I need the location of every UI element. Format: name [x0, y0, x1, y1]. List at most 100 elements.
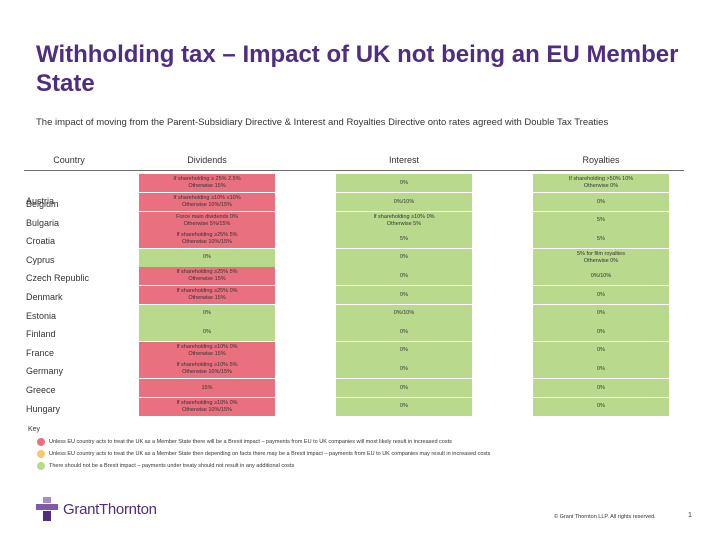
dividends-rate-line: If shareholding ≥25% 5%	[176, 269, 238, 275]
royalties-rate-line: 0%	[597, 365, 605, 372]
interest-cell: 0%	[336, 248, 472, 267]
key-legend: Key Unless EU country acts to treat the …	[28, 426, 688, 472]
royalties-rate-line: 0%	[597, 328, 605, 335]
dividends-rate-line: Otherwise 10%/15%	[182, 239, 232, 245]
dividends-rate-line: Otherwise 15%	[188, 276, 226, 282]
table-row: Croatia If shareholding ≥25% 5% Otherwise …	[24, 230, 684, 249]
dividends-rate-line: If shareholding ≥10% 0%	[176, 399, 238, 406]
dividends-rate-line: 15%	[201, 384, 213, 391]
interest-rate-line: 5%	[400, 235, 408, 242]
country-name: Denmark	[26, 292, 63, 302]
dividends-rate-line: Otherwise 15%	[188, 295, 226, 301]
royalties-cell: 0%	[533, 304, 669, 323]
royalties-rate-line: 5%	[597, 217, 605, 223]
dividends-cell: 0%	[139, 248, 275, 267]
interest-cell: 0%/10%	[336, 193, 472, 211]
interest-rate-line: 0%	[400, 254, 408, 260]
dividends-rate-line: Otherwise 10%/15%	[182, 202, 232, 208]
dividends-cell: If shareholding ≥10% ≥10% Otherwise 10%/1…	[139, 193, 275, 211]
interest-rate-line: 0%/10%	[393, 310, 415, 316]
dividends-cell: If shareholding ≥25% 5% Otherwise 15%	[139, 267, 275, 285]
page-title: Withholding tax – Impact of UK not being…	[36, 41, 679, 97]
table-row: Finland 0% 0% 0%	[24, 323, 684, 342]
dividends-cell: 0%	[139, 304, 275, 323]
royalties-rate-line: 5% for film royalties	[577, 250, 625, 257]
dividends-rate-line: Force main dividends 0%	[176, 213, 238, 220]
table-header: Country Dividends Interest Royalties	[24, 152, 684, 171]
interest-rate-line: 0%	[400, 365, 408, 372]
key-color-dot	[37, 462, 45, 470]
royalties-cell: If shareholding >50% 10% Otherwise 0%	[533, 174, 669, 192]
dividends-rate-line: Otherwise 15%	[188, 350, 226, 357]
royalties-cell: 0%	[533, 379, 669, 397]
country-name: Czech Republic	[26, 273, 90, 283]
dividends-cell: 0%	[139, 323, 275, 341]
interest-cell: 0%	[336, 360, 472, 378]
dividends-rate-line: If shareholding ≥ 25% 2.5%	[173, 176, 241, 182]
key-color-dot	[37, 450, 45, 458]
country-name: Belgium	[26, 199, 59, 209]
royalties-cell: 0%	[533, 193, 669, 211]
key-item: Unless EU country acts to treat the UK a…	[28, 448, 688, 460]
table-row: Germany If shareholding ≥10% 5% Otherwise …	[24, 360, 684, 379]
royalties-rate-line: 0%	[597, 403, 605, 409]
royalties-rate-line: 0%	[597, 310, 605, 316]
table-row: Estonia 0% 0%/10% 0%	[24, 304, 684, 324]
interest-cell: 0%	[336, 341, 472, 360]
page-subtitle: The impact of moving from the Parent-Sub…	[36, 117, 609, 128]
interest-rate-line: 0%	[400, 403, 408, 409]
table-body: Austria If shareholding ≥ 25% 2.5% Otherwi…	[24, 174, 684, 419]
grant-thornton-logo-icon	[36, 497, 58, 521]
interest-rate-line: 0%	[400, 272, 408, 279]
country-name: Finland	[26, 329, 56, 339]
dividends-rate-line: If shareholding ≥25% 5%	[176, 232, 238, 238]
country-name: Greece	[26, 385, 56, 395]
royalties-rate-line: Otherwise 0%	[583, 257, 619, 264]
interest-rate-line: 0%	[400, 384, 408, 391]
interest-cell: If shareholding ≥10% 0% Otherwise 5%	[336, 211, 472, 230]
royalties-cell: 0%	[533, 360, 669, 378]
grant-thornton-logo: GrantThornton	[36, 497, 157, 521]
dividends-cell: If shareholding ≥25% 0% Otherwise 15%	[139, 286, 275, 304]
column-header-country: Country	[53, 155, 85, 165]
royalties-rate-line: Otherwise 0%	[583, 183, 619, 189]
dividends-rate-line: Otherwise 5%/15%	[183, 220, 231, 227]
column-header-dividends: Dividends	[187, 155, 227, 165]
dividends-rate-line: If shareholding ≥25% 0%	[176, 288, 238, 294]
dividends-rate-line: If shareholding ≥10% 5%	[176, 362, 238, 368]
key-item: Unless EU country acts to treat the UK a…	[28, 436, 688, 448]
royalties-rate-line: 0%	[597, 291, 605, 298]
country-name: Germany	[26, 366, 64, 376]
country-name: Estonia	[26, 310, 57, 321]
interest-cell: 0%	[336, 267, 472, 285]
column-header-royalties: Royalties	[582, 155, 620, 165]
interest-rate-line: 0%	[400, 328, 408, 335]
interest-cell: 5%	[336, 230, 472, 248]
key-item: There should not be a Brexit impact – pa…	[28, 460, 688, 472]
country-name: Croatia	[26, 236, 56, 246]
royalties-cell: 0%	[533, 341, 669, 360]
dividends-cell: 15%	[139, 379, 275, 397]
key-title: Key	[28, 426, 41, 433]
dividends-cell: If shareholding ≥25% 5% Otherwise 10%/15%	[139, 230, 275, 248]
interest-cell: 0%	[336, 379, 472, 397]
table-row: France If shareholding ≥10% 0% Otherwise 1…	[24, 341, 684, 361]
key-item-text: Unless EU country acts to treat the UK a…	[49, 439, 452, 445]
interest-cell: 0%	[336, 323, 472, 341]
country-name: France	[26, 347, 55, 358]
royalties-rate-line: 5%	[597, 235, 605, 242]
royalties-cell: 0%	[533, 397, 669, 416]
page-number: 1	[688, 512, 692, 519]
key-item-text: There should not be a Brexit impact – pa…	[49, 463, 295, 469]
table-row: Austria If shareholding ≥ 25% 2.5% Otherwi…	[24, 174, 684, 206]
royalties-rate-line: 0%	[597, 198, 605, 205]
table-row: Hungary If shareholding ≥10% 0% Otherwise …	[24, 397, 684, 417]
dividends-rate-line: Otherwise 10%/15%	[182, 369, 232, 375]
interest-rate-line: 0%/10%	[393, 198, 415, 205]
royalties-cell: 5%	[533, 230, 669, 248]
dividends-cell: If shareholding ≥10% 0% Otherwise 10%/15%	[139, 397, 275, 416]
withholding-tax-table: Country Dividends Interest Royalties Aus…	[24, 152, 684, 419]
interest-cell: 0%/10%	[336, 304, 472, 323]
interest-rate-line: 0%	[400, 179, 408, 186]
table-row: Belgium If shareholding ≥10% ≥10% Otherwis…	[24, 193, 684, 212]
